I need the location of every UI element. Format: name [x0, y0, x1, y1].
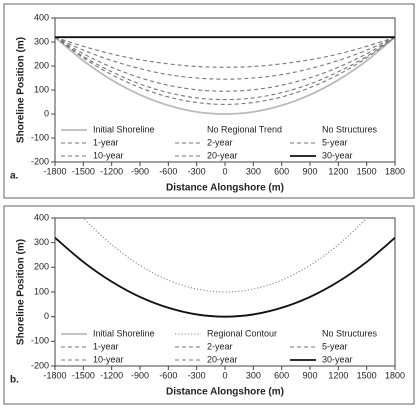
panel-label: a.	[10, 171, 19, 182]
x-tick-label: 0	[222, 166, 227, 176]
x-tick-label: -600	[159, 166, 177, 176]
series-line	[55, 237, 395, 318]
legend-label: 10-year	[93, 150, 124, 160]
x-tick-label: 900	[302, 166, 317, 176]
legend-label: 1-year	[93, 137, 119, 147]
x-tick-label: 900	[302, 370, 317, 380]
y-tick-label: 400	[34, 12, 49, 22]
y-tick-label: 300	[34, 36, 49, 46]
x-tick-label: -1800	[43, 370, 66, 380]
legend-label: 30-year	[322, 354, 353, 364]
y-tick-label: -100	[31, 132, 49, 142]
panel: -200 -100 0 100 200 300 400 -1800 -1500 -1200 -900…	[10, 212, 405, 398]
y-axis-title: Shoreline Position (m)	[16, 37, 27, 143]
panel-label: b.	[10, 375, 19, 386]
series-line	[55, 36, 395, 80]
y-tick-label: -200	[31, 156, 49, 166]
panel: -200 -100 0 100 200 300 400 -1800 -1500 -1200 -900…	[10, 12, 405, 193]
legend-note: No Regional Trend	[207, 124, 282, 134]
y-tick-label: 100	[34, 84, 49, 94]
legend-label: 30-year	[322, 150, 353, 160]
x-tick-label: 1500	[357, 166, 377, 176]
legend-label: 2-year	[207, 341, 233, 351]
legend-label: 5-year	[322, 341, 348, 351]
x-tick-label: -600	[159, 370, 177, 380]
legend-label: Initial Shoreline	[93, 328, 155, 338]
series-line	[55, 36, 395, 92]
legend-label: 5-year	[322, 137, 348, 147]
legend-label: 20-year	[207, 354, 238, 364]
x-axis-title: Distance Alongshore (m)	[166, 183, 284, 194]
x-tick-label: -1500	[72, 370, 95, 380]
y-tick-label: 100	[34, 286, 49, 296]
legend-label: 1-year	[93, 341, 119, 351]
x-tick-label: -1500	[72, 166, 95, 176]
x-tick-label: 300	[246, 370, 261, 380]
legend-note: No Structures	[322, 124, 378, 134]
x-tick-label: 600	[274, 370, 289, 380]
series-line	[82, 218, 368, 293]
panel-frame	[3, 205, 415, 405]
legend-label: 2-year	[207, 137, 233, 147]
x-tick-label: 600	[274, 166, 289, 176]
y-tick-label: -100	[31, 336, 49, 346]
x-tick-label: -300	[188, 166, 206, 176]
y-tick-label: 200	[34, 262, 49, 272]
series-line	[55, 36, 395, 101]
x-tick-label: -300	[188, 370, 206, 380]
y-tick-label: 200	[34, 60, 49, 70]
y-tick-label: 0	[44, 108, 49, 118]
x-tick-label: 1500	[357, 370, 377, 380]
x-tick-label: -900	[131, 370, 149, 380]
series-line	[55, 36, 395, 115]
x-tick-label: 1800	[385, 370, 405, 380]
x-tick-label: -1200	[100, 370, 123, 380]
series-line	[55, 36, 395, 105]
x-tick-label: 0	[222, 370, 227, 380]
y-tick-label: -200	[31, 360, 49, 370]
x-tick-label: -1200	[100, 166, 123, 176]
series-group	[55, 218, 395, 318]
y-tick-label: 300	[34, 237, 49, 247]
series-line	[55, 36, 395, 68]
y-tick-label: 400	[34, 212, 49, 222]
series-group	[55, 36, 395, 115]
y-axis-title: Shoreline Position (m)	[16, 239, 27, 345]
y-tick-label: 0	[44, 311, 49, 321]
legend-label: 10-year	[93, 354, 124, 364]
x-tick-label: 1200	[328, 370, 348, 380]
x-tick-label: -900	[131, 166, 149, 176]
legend-note: No Structures	[322, 328, 378, 338]
legend-label: Regional Contour	[207, 328, 277, 338]
x-tick-label: 1200	[328, 166, 348, 176]
x-tick-label: -1800	[43, 166, 66, 176]
x-axis-title: Distance Alongshore (m)	[166, 387, 284, 398]
panel-frame	[3, 3, 415, 199]
x-tick-label: 300	[246, 166, 261, 176]
x-tick-label: 1800	[385, 166, 405, 176]
legend-label: 20-year	[207, 150, 238, 160]
legend-label: Initial Shoreline	[93, 124, 155, 134]
